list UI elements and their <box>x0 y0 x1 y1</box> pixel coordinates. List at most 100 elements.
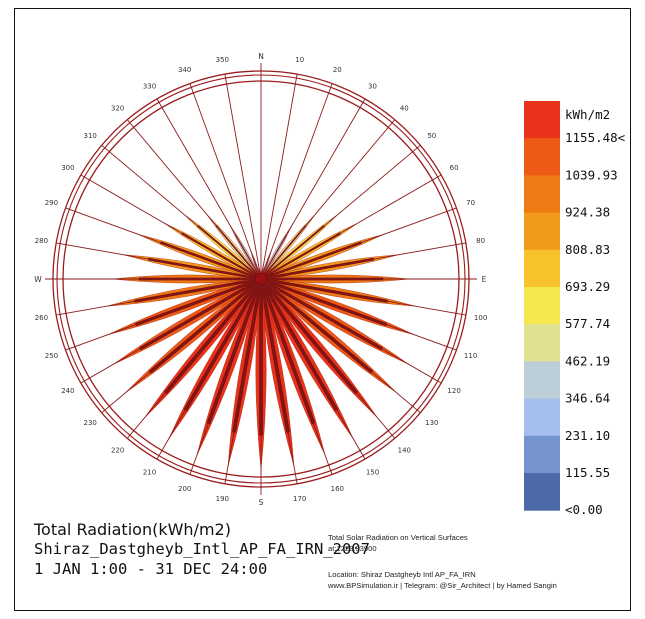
spoke-100 <box>260 278 466 316</box>
spoke-140 <box>260 278 396 439</box>
degree-label: 130 <box>425 419 438 427</box>
legend-swatch-0 <box>524 101 560 139</box>
spoke-280 <box>56 242 262 280</box>
degree-label: 250 <box>45 352 58 360</box>
spoke-70 <box>260 207 457 280</box>
degree-label: 120 <box>447 387 460 395</box>
legend-label-6: 462.19 <box>565 353 610 368</box>
center-hub <box>254 272 268 286</box>
north-label: N <box>258 52 264 61</box>
legend-swatch-1 <box>524 138 560 176</box>
spoke-250 <box>65 278 262 351</box>
spoke-210 <box>156 278 262 460</box>
degree-label: 220 <box>111 446 124 454</box>
spoke-220 <box>126 278 262 439</box>
legend-swatch-10 <box>524 473 560 511</box>
degree-label: 200 <box>178 485 191 493</box>
south-label: S <box>259 498 264 507</box>
spoke-30 <box>260 98 366 280</box>
legend-unit: kWh/m2 <box>565 107 610 122</box>
spoke-40 <box>260 119 396 280</box>
info-description: Total Solar Radiation on Vertical Surfac… <box>328 533 468 542</box>
degree-label: 110 <box>464 352 477 360</box>
spoke-190 <box>224 278 262 484</box>
legend-swatch-6 <box>524 324 560 362</box>
chart-subtitle-period: 1 JAN 1:00 - 31 DEC 24:00 <box>34 560 268 578</box>
degree-label: 70 <box>466 199 475 207</box>
degree-label: 40 <box>400 105 409 113</box>
legend-label-5: 577.74 <box>565 316 610 331</box>
degree-label: 290 <box>45 199 58 207</box>
spoke-320 <box>126 119 262 280</box>
degree-label: 240 <box>61 387 74 395</box>
legend-label-2: 924.38 <box>565 205 610 220</box>
spoke-60 <box>260 174 442 280</box>
spoke-200 <box>189 278 262 475</box>
spoke-50 <box>260 144 421 280</box>
info-credits: www.BPSimulation.ir | Telegram: @Sir_Arc… <box>328 581 557 590</box>
degree-label: 210 <box>143 469 156 477</box>
degree-label: 280 <box>35 237 48 245</box>
legend-swatch-7 <box>524 361 560 400</box>
spoke-150 <box>260 278 366 460</box>
degree-label: 320 <box>111 105 124 113</box>
spoke-340 <box>189 83 262 280</box>
legend-label-10: <0.00 <box>565 502 603 517</box>
degree-label: 140 <box>398 446 411 454</box>
degree-label: 170 <box>293 495 306 503</box>
degree-label: 10 <box>295 56 304 64</box>
spoke-120 <box>260 278 442 384</box>
spoke-170 <box>260 278 298 484</box>
spoke-80 <box>260 242 466 280</box>
spoke-350 <box>224 74 262 280</box>
spoke-230 <box>101 278 262 414</box>
spoke-20 <box>260 83 333 280</box>
degree-label: 20 <box>333 66 342 74</box>
degree-label: 50 <box>427 132 436 140</box>
spoke-300 <box>80 174 262 280</box>
degree-label: 150 <box>366 469 379 477</box>
degree-label: 80 <box>476 237 485 245</box>
degree-label: 100 <box>474 314 487 322</box>
chart-title: Total Radiation(kWh/m2) <box>34 520 231 539</box>
spoke-260 <box>56 278 262 316</box>
legend-swatch-3 <box>524 212 560 251</box>
legend-swatch-5 <box>524 287 560 325</box>
legend-label-3: 808.83 <box>565 242 610 257</box>
degree-label: 260 <box>35 314 48 322</box>
legend-swatch-9 <box>524 435 560 474</box>
spoke-110 <box>260 278 457 351</box>
degree-label: 60 <box>450 164 459 172</box>
spoke-160 <box>260 278 333 475</box>
info-value: at:1223.33900 <box>328 544 377 553</box>
legend-swatch-8 <box>524 398 560 437</box>
spoke-290 <box>65 207 262 280</box>
legend-label-1: 1039.93 <box>565 167 618 182</box>
legend-label-9: 115.55 <box>565 465 610 480</box>
degree-label: 160 <box>331 485 344 493</box>
spoke-10 <box>260 74 298 280</box>
east-label: E <box>482 275 487 284</box>
spoke-330 <box>156 98 262 280</box>
legend-label-0: 1155.48< <box>565 130 625 145</box>
spoke-310 <box>101 144 262 280</box>
legend-swatch-2 <box>524 175 560 214</box>
west-label: W <box>34 275 42 284</box>
legend-label-4: 693.29 <box>565 279 610 294</box>
legend-swatch-4 <box>524 249 560 288</box>
info-location: Location: Shiraz Dastgheyb Intl AP_FA_IR… <box>328 570 476 579</box>
chart-subtitle-location: Shiraz_Dastgheyb_Intl_AP_FA_IRN_2007 <box>34 540 370 558</box>
degree-label: 30 <box>368 82 377 90</box>
spoke-240 <box>80 278 262 384</box>
degree-label: 330 <box>143 82 156 90</box>
degree-label: 310 <box>84 132 97 140</box>
legend-label-7: 346.64 <box>565 391 610 406</box>
spoke-130 <box>260 278 421 414</box>
degree-label: 300 <box>61 164 74 172</box>
degree-label: 230 <box>84 419 97 427</box>
degree-label: 340 <box>178 66 191 74</box>
degree-label: 350 <box>216 56 229 64</box>
degree-label: 190 <box>216 495 229 503</box>
legend-label-8: 231.10 <box>565 428 610 443</box>
